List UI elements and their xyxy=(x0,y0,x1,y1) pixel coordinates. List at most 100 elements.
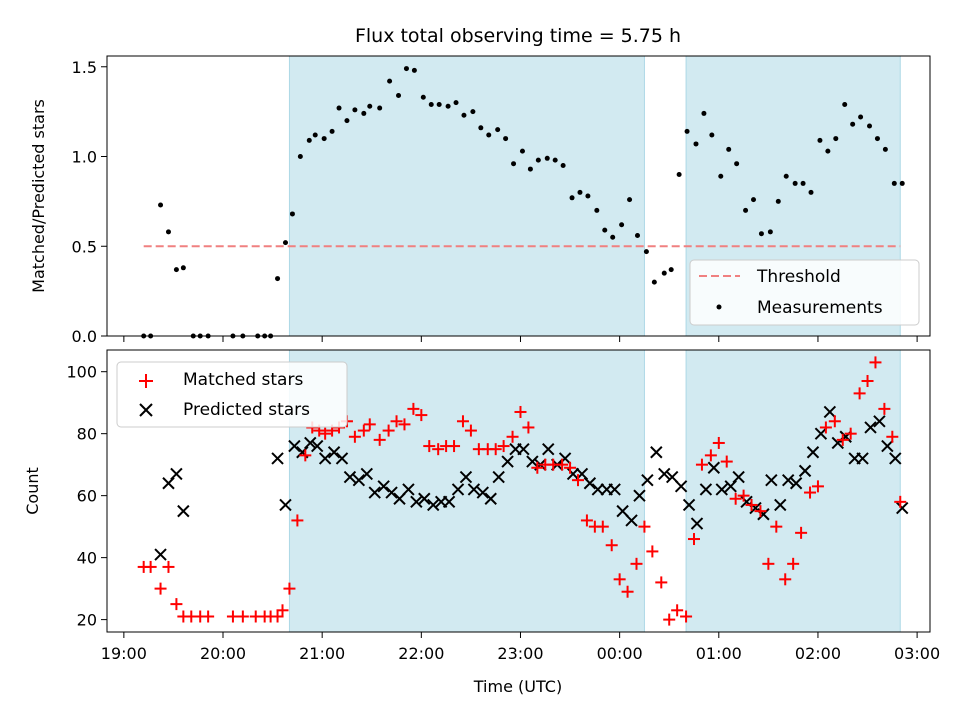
predicted-star-point xyxy=(889,452,902,465)
x-tick-label: 20:00 xyxy=(200,644,246,663)
matched-star-point xyxy=(415,409,428,422)
predicted-star-point xyxy=(774,498,787,512)
matched-star-point xyxy=(853,387,866,400)
matched-star-point xyxy=(878,402,891,415)
measurement-point xyxy=(734,161,740,167)
predicted-star-point xyxy=(368,486,381,499)
matched-star-point xyxy=(564,461,577,474)
matched-star-point xyxy=(754,505,767,518)
matched-star-point xyxy=(630,557,643,570)
predicted-star-point xyxy=(476,486,490,499)
matched-star-point xyxy=(695,458,708,471)
measurement-point xyxy=(676,171,682,177)
measurement-point xyxy=(569,195,575,201)
matched-star-point xyxy=(580,514,593,527)
predicted-star-point xyxy=(442,495,456,509)
matched-star-point xyxy=(348,430,361,443)
y-tick-label: 60 xyxy=(77,487,97,506)
measurement-point xyxy=(321,136,327,142)
measurement-point xyxy=(867,123,873,129)
matched-star-point xyxy=(712,436,725,449)
measurement-point xyxy=(495,127,501,133)
measurement-point xyxy=(527,166,533,172)
measurement-point xyxy=(833,136,839,142)
measurement-point xyxy=(352,107,358,113)
measurement-point xyxy=(792,180,798,186)
measurement-point xyxy=(420,94,426,100)
measurement-point xyxy=(282,240,288,246)
measurement-point xyxy=(594,207,600,213)
predicted-star-point xyxy=(177,504,190,518)
measurement-point xyxy=(800,180,806,186)
measurement-point xyxy=(478,125,484,131)
measurement-point xyxy=(275,276,281,282)
measurement-point xyxy=(651,279,657,285)
measurement-point xyxy=(684,128,690,134)
measurement-point xyxy=(842,101,848,107)
predicted-star-point xyxy=(517,442,530,456)
predicted-star-point xyxy=(335,452,349,465)
matched-star-point xyxy=(819,421,832,434)
predicted-star-point xyxy=(798,464,812,478)
top-legend-box xyxy=(689,259,920,326)
matched-star-point xyxy=(795,526,808,539)
predicted-star-point xyxy=(304,436,317,450)
predicted-star-point xyxy=(418,492,431,505)
predicted-star-point xyxy=(608,483,621,496)
matched-star-point xyxy=(464,424,477,437)
matched-star-point xyxy=(162,560,175,573)
matched-star-point xyxy=(271,610,284,623)
measurement-point xyxy=(552,157,558,163)
measurement-point xyxy=(544,155,550,161)
measurement-point xyxy=(751,197,757,203)
predicted-star-point xyxy=(690,517,704,530)
matched-star-point xyxy=(613,573,626,586)
top-axes-frame xyxy=(106,55,931,337)
measurement-point xyxy=(743,207,749,213)
measurement-point xyxy=(560,162,566,168)
bottom-shaded-spans xyxy=(288,349,901,633)
matched-star-point xyxy=(276,604,289,617)
predicted-star-point xyxy=(343,470,357,484)
x-tick-label: 22:00 xyxy=(398,644,444,663)
predicted-star-point xyxy=(451,483,465,496)
legend-predicted-label: Predicted stars xyxy=(183,400,310,420)
measurement-point xyxy=(891,180,897,186)
predicted-star-point xyxy=(864,421,877,434)
predicted-star-point xyxy=(633,489,646,502)
measurement-point xyxy=(899,180,905,186)
x-tick-label: 21:00 xyxy=(299,644,345,663)
measurement-point xyxy=(767,229,773,235)
predicted-star-point xyxy=(650,446,663,459)
matched-star-point xyxy=(869,356,882,369)
matched-star-point xyxy=(861,374,874,387)
measurement-point xyxy=(602,227,608,233)
predicted-star-point xyxy=(542,442,555,456)
predicted-star-point xyxy=(402,483,415,496)
chart-title: Flux total observing time = 5.75 h xyxy=(355,25,681,47)
measurement-point xyxy=(668,267,674,273)
measurement-point xyxy=(850,121,856,127)
predicted-star-point xyxy=(583,477,597,490)
matched-star-point xyxy=(729,492,742,505)
matched-star-point xyxy=(828,415,841,428)
matched-star-point xyxy=(779,573,792,586)
measurement-point xyxy=(519,148,525,154)
top-y-axis-label: Matched/Predicted stars xyxy=(29,99,48,293)
matched-star-point xyxy=(407,402,420,415)
bottom-y-axis-label: Count xyxy=(23,467,42,515)
top-panel: 0.0 0.5 1.0 1.5 Matched/Predicted stars Thr… xyxy=(29,55,931,346)
measurement-point xyxy=(585,193,591,199)
matched-star-point xyxy=(144,560,157,573)
measurement-point xyxy=(758,231,764,237)
y-tick-label: 0.5 xyxy=(72,237,97,256)
measurement-point xyxy=(387,78,393,84)
predicted-star-point xyxy=(526,455,539,468)
matched-star-point xyxy=(663,613,676,626)
measurement-point xyxy=(718,173,724,179)
y-tick-label: 0.0 xyxy=(72,327,97,346)
predicted-star-point xyxy=(377,480,390,493)
y-tick-label: 80 xyxy=(77,425,97,444)
measurement-point xyxy=(775,198,781,204)
x-tick-label: 19:00 xyxy=(101,644,147,663)
